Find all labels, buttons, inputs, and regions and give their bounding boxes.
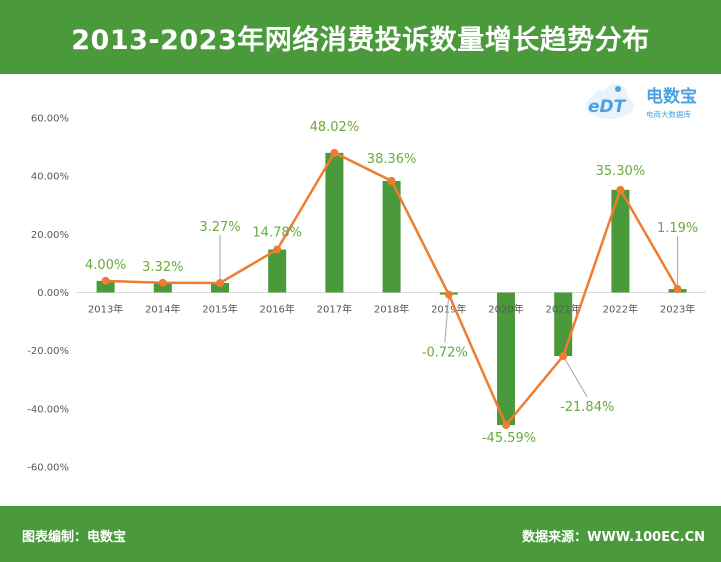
logo-name: 电数宝 — [646, 86, 697, 107]
data-label: 38.36% — [367, 152, 417, 167]
leader-line — [562, 355, 588, 398]
bar — [611, 189, 630, 293]
bar — [153, 282, 172, 293]
title-banner: 2013-2023年网络消费投诉数量增长趋势分布 — [0, 0, 721, 74]
data-label: 48.02% — [310, 120, 360, 135]
chart-title: 2013-2023年网络消费投诉数量增长趋势分布 — [71, 24, 650, 56]
x-tick-label: 2014年 — [145, 303, 180, 316]
footer-source: 数据来源：WWW.100EC.CN — [522, 530, 705, 545]
line-point — [444, 290, 453, 299]
line-point — [502, 421, 510, 430]
y-tick-label: 60.00% — [31, 114, 69, 125]
data-label: -45.59% — [482, 431, 536, 446]
y-tick-label: 40.00% — [31, 172, 69, 183]
footer-bar: 图表编制：电数宝 数据来源：WWW.100EC.CN — [0, 506, 721, 562]
bar — [96, 280, 115, 293]
x-tick-label: 2015年 — [202, 303, 237, 316]
data-labels: 4.00% 3.32% 3.27% 14.78% 48.02% 38.36% -0.72% -… — [85, 120, 698, 446]
logo: eDT 电数宝 电商大数据库 — [586, 84, 697, 119]
label-leader-lines — [219, 234, 679, 398]
cloud-logo-icon: eDT — [586, 84, 634, 119]
x-tick-label: 2016年 — [259, 303, 294, 316]
data-label: 1.19% — [657, 221, 698, 236]
logo-tagline: 电商大数据库 — [646, 109, 691, 119]
x-tick-label: 2023年 — [660, 303, 695, 316]
chart-panel — [8, 74, 713, 506]
bar — [268, 249, 287, 293]
bar — [497, 292, 515, 426]
x-tick-label: 2020年 — [488, 303, 523, 316]
line-point — [330, 148, 339, 157]
y-tick-label: 0.00% — [37, 288, 69, 299]
footer-editor: 图表编制：电数宝 — [22, 530, 127, 545]
line-point — [387, 176, 396, 185]
bar-series — [96, 152, 687, 426]
line-point — [616, 185, 625, 194]
bar — [554, 292, 573, 357]
y-tick-label: -40.00% — [27, 404, 69, 415]
y-tick-label: -20.00% — [27, 346, 69, 357]
data-label: 3.27% — [199, 220, 240, 235]
data-label: 35.30% — [596, 164, 646, 179]
x-tick-label: 2013年 — [88, 303, 123, 316]
y-tick-label: 20.00% — [31, 230, 69, 241]
line-point — [101, 276, 110, 285]
line-point — [559, 352, 568, 361]
data-label: 14.78% — [252, 226, 302, 241]
y-tick-label: -60.00% — [27, 463, 69, 474]
bar — [382, 180, 401, 293]
x-tick-label: 2021年 — [545, 303, 580, 316]
line-point — [673, 285, 682, 294]
line-point — [158, 278, 167, 287]
x-tick-label: 2018年 — [374, 303, 409, 316]
logo-mark: eDT — [588, 97, 627, 117]
leader-line — [444, 294, 450, 343]
data-label: -0.72% — [422, 346, 468, 361]
line-point — [216, 278, 224, 287]
data-label: -21.84% — [560, 400, 614, 415]
x-axis: 2013年 2014年 2015年 2016年 2017年 2018年 2019年 2020年… — [88, 303, 695, 316]
data-label: 4.00% — [85, 258, 126, 273]
bar — [211, 282, 229, 293]
line-series — [101, 148, 682, 430]
x-tick-label: 2022年 — [603, 303, 638, 316]
x-tick-label: 2017年 — [317, 303, 352, 316]
line-point — [273, 245, 282, 254]
x-tick-label: 2019年 — [431, 303, 466, 316]
data-label: 3.32% — [142, 260, 183, 275]
bar — [325, 152, 344, 293]
